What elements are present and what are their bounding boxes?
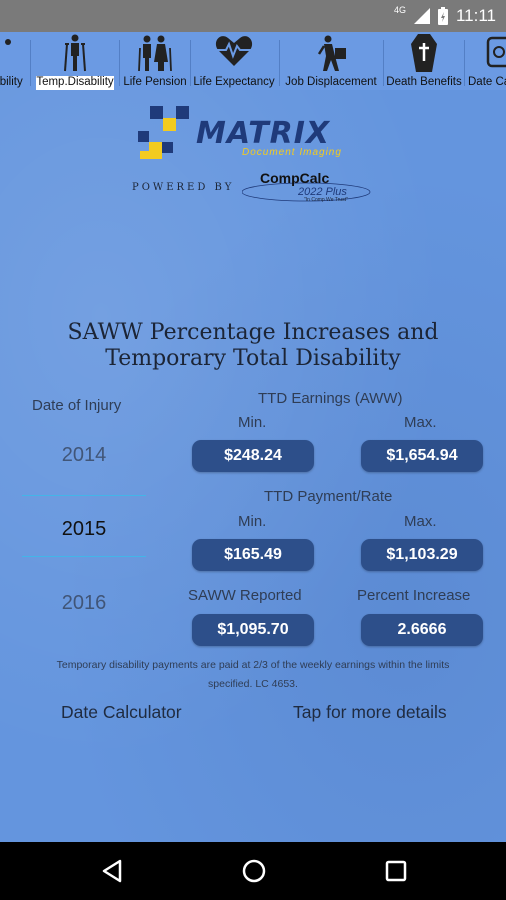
tab-temp-disability[interactable]: Temp.Disability xyxy=(30,32,120,90)
ttd-earnings-max-label: Max. xyxy=(404,414,437,431)
tab-label: Date Ca xyxy=(468,76,506,88)
ttd-earnings-label: TTD Earnings (AWW) xyxy=(258,390,403,407)
year-picker-selected[interactable]: 2015 xyxy=(61,518,107,540)
status-bar: 4G 11:11 xyxy=(0,0,506,32)
signal-icon xyxy=(413,8,430,24)
year-picker-selection-bottom xyxy=(22,556,146,557)
calendar-icon xyxy=(486,36,506,68)
clock: 11:11 xyxy=(455,6,496,25)
disability-icon xyxy=(5,39,11,45)
person-carrying-box-icon xyxy=(317,35,346,71)
tab-bar: ability Temp.Disability Life Pension Lif… xyxy=(0,32,506,90)
ttd-payment-max-value[interactable]: $1,103.29 xyxy=(361,539,483,571)
date-of-injury-label: Date of Injury xyxy=(32,397,122,414)
tab-death-benefits[interactable]: Death Benefits xyxy=(384,32,464,90)
recents-icon[interactable] xyxy=(381,856,411,886)
saww-reported-label: SAWW Reported xyxy=(188,587,302,604)
heartbeat-icon xyxy=(215,36,253,66)
tab-label: ability xyxy=(0,76,23,88)
matrix-logo: MATRIX Document Imaging POWERED BY CompC… xyxy=(132,104,372,204)
ttd-earnings-max-value[interactable]: $1,654.94 xyxy=(361,440,483,472)
saww-reported-value[interactable]: $1,095.70 xyxy=(192,614,314,646)
tab-label: Life Expectancy xyxy=(193,76,275,88)
back-icon[interactable] xyxy=(98,856,128,886)
system-nav-bar xyxy=(0,842,506,900)
ttd-payment-min-value[interactable]: $165.49 xyxy=(192,539,314,571)
tab-life-pension[interactable]: Life Pension xyxy=(120,32,190,90)
home-icon[interactable] xyxy=(239,856,269,886)
ttd-payment-label: TTD Payment/Rate xyxy=(264,488,393,505)
tab-label: Job Displacement xyxy=(285,76,377,88)
tab-date-calculator[interactable]: Date Ca xyxy=(466,32,506,90)
tab-disability[interactable]: ability xyxy=(0,32,30,90)
powered-by-label: POWERED BY xyxy=(132,182,235,193)
tab-label: Life Pension xyxy=(123,76,187,88)
crutches-person-icon xyxy=(64,34,86,72)
ttd-earnings-min-label: Min. xyxy=(238,414,267,431)
page-title-line1: SAWW Percentage Increases and xyxy=(67,320,439,345)
ttd-earnings-min-value[interactable]: $248.24 xyxy=(192,440,314,472)
note-line-1: Temporary disability payments are paid a… xyxy=(56,659,450,671)
date-calculator-link[interactable]: Date Calculator xyxy=(61,702,182,722)
year-picker-selection-top xyxy=(22,495,146,496)
brand-name: MATRIX xyxy=(196,116,331,151)
battery-icon xyxy=(437,7,448,25)
brand-tagline: Document Imaging xyxy=(242,147,342,158)
ttd-payment-min-label: Min. xyxy=(238,513,267,530)
main-content: MATRIX Document Imaging POWERED BY CompC… xyxy=(0,90,506,842)
more-details-link[interactable]: Tap for more details xyxy=(293,702,447,722)
ttd-payment-max-label: Max. xyxy=(404,513,437,530)
tab-label: Temp.Disability xyxy=(36,76,114,90)
compcalc-name: CompCalc xyxy=(260,170,330,186)
network-type-icon: 4G xyxy=(393,5,406,15)
compcalc-logo: CompCalc 2022 Plus "In Comp We Trust" xyxy=(242,166,372,204)
note-line-2: specified. LC 4653. xyxy=(208,678,298,690)
tab-label: Death Benefits xyxy=(386,76,462,88)
elderly-couple-icon xyxy=(138,35,172,72)
percent-increase-value[interactable]: 2.6666 xyxy=(361,614,483,646)
tab-life-expectancy[interactable]: Life Expectancy xyxy=(190,32,278,90)
percent-increase-label: Percent Increase xyxy=(357,587,471,604)
compcalc-slogan: "In Comp We Trust" xyxy=(304,197,348,203)
coffin-icon xyxy=(411,34,437,72)
year-picker-item[interactable]: 2016 xyxy=(61,592,107,614)
year-picker-item[interactable]: 2014 xyxy=(61,444,107,466)
disability-note: Temporary disability payments are paid a… xyxy=(20,656,486,694)
compcalc-version: 2022 Plus xyxy=(298,186,347,198)
page-title-line2: Temporary Total Disability xyxy=(105,346,401,371)
tab-job-displacement[interactable]: Job Displacement xyxy=(280,32,382,90)
